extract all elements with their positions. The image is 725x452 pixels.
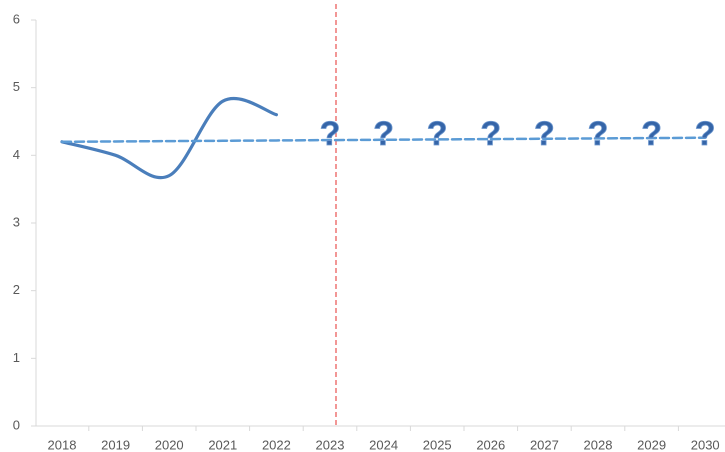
y-tick-label: 6: [13, 11, 20, 26]
x-tick-label: 2023: [316, 437, 345, 452]
question-mark: ?: [695, 115, 716, 153]
y-tick-label: 3: [13, 214, 20, 229]
x-tick-label: 2029: [637, 437, 666, 452]
y-tick-label: 1: [13, 350, 20, 365]
x-tick-label: 2026: [476, 437, 505, 452]
x-tick-label: 2021: [208, 437, 237, 452]
y-tick-label: 5: [13, 79, 20, 94]
x-tick-label: 2030: [691, 437, 720, 452]
y-tick-label: 2: [13, 282, 20, 297]
question-mark: ?: [534, 115, 555, 153]
question-mark: ?: [480, 115, 501, 153]
trend-line: [60, 136, 707, 144]
x-tick-label: 2028: [584, 437, 613, 452]
x-tick-label: 2025: [423, 437, 452, 452]
x-tick-label: 2024: [369, 437, 398, 452]
question-mark: ?: [373, 115, 394, 153]
x-tick-label: 2020: [155, 437, 184, 452]
y-tick-label: 4: [13, 147, 20, 162]
question-mark: ?: [427, 115, 448, 153]
question-mark: ?: [320, 115, 341, 153]
x-tick-label: 2022: [262, 437, 291, 452]
x-tick-label: 2027: [530, 437, 559, 452]
x-tick-label: 2018: [48, 437, 77, 452]
data-line: [60, 96, 278, 180]
question-mark: ?: [588, 115, 609, 153]
x-tick-label: 2019: [101, 437, 130, 452]
question-mark: ?: [641, 115, 662, 153]
y-tick-label: 0: [13, 417, 20, 432]
